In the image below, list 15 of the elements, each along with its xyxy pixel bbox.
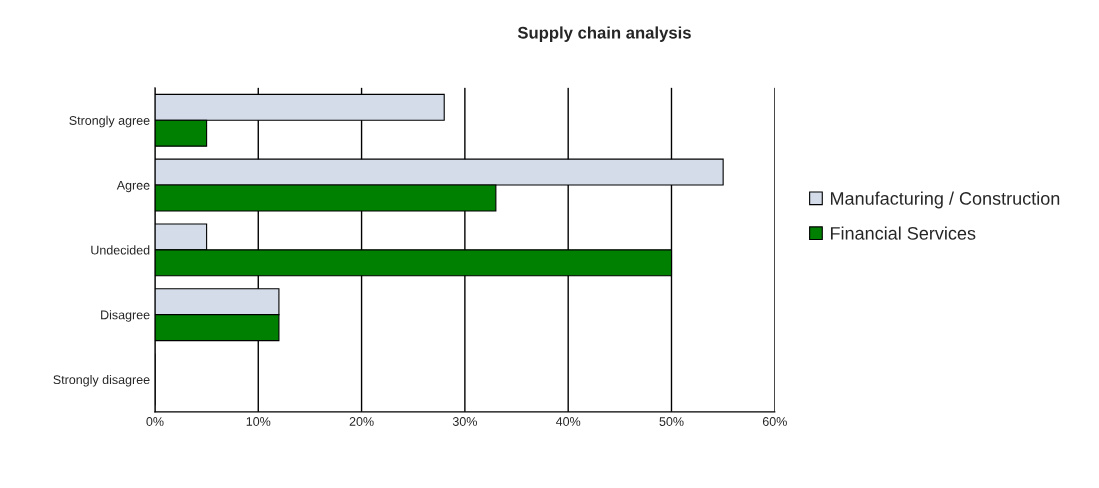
x-tick-label: 0% xyxy=(146,417,164,426)
y-tick-label: Undecided xyxy=(91,245,150,255)
x-tick-label: 60% xyxy=(762,417,787,426)
y-tick-label: Strongly disagree xyxy=(53,374,150,387)
y-tick-label: Strongly agree xyxy=(69,115,150,128)
y-tick-label: Disagree xyxy=(101,310,150,322)
y-tick-label: Agree xyxy=(116,180,150,193)
legend-label: Manufacturing / Construction xyxy=(830,191,1060,209)
legend-label: Financial Services xyxy=(830,226,976,240)
x-tick-label: 50% xyxy=(659,417,684,426)
x-tick-label: 20% xyxy=(349,417,374,426)
x-tick-label: 40% xyxy=(555,417,581,426)
x-tick-label: 30% xyxy=(452,417,477,426)
x-tick-label: 10% xyxy=(246,417,271,426)
chart-title: Supply chain analysis xyxy=(517,26,691,42)
